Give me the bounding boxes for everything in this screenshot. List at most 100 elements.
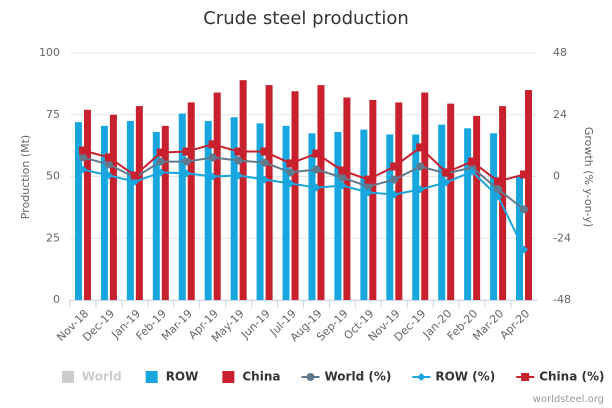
marker	[234, 171, 243, 180]
marker	[416, 185, 425, 194]
marker	[104, 171, 113, 180]
bar	[109, 114, 117, 300]
marker	[364, 188, 373, 197]
y-tick-label: 100	[39, 46, 60, 59]
marker	[312, 149, 321, 158]
line	[82, 156, 525, 211]
marker	[182, 169, 191, 178]
bar	[421, 92, 429, 301]
bar	[369, 99, 377, 301]
marker	[260, 175, 269, 184]
bar	[317, 85, 325, 300]
bar	[473, 115, 481, 300]
line	[82, 143, 525, 183]
source: worldsteel.org	[533, 394, 604, 405]
marker	[312, 165, 321, 174]
marker	[78, 146, 87, 155]
legend-label: China (%)	[539, 370, 604, 384]
marker	[286, 159, 295, 168]
marker	[286, 179, 295, 188]
marker	[104, 160, 113, 169]
bar	[213, 92, 221, 301]
bar	[74, 122, 82, 300]
bar	[360, 129, 368, 300]
marker	[520, 170, 529, 179]
marker	[182, 147, 191, 156]
marker	[494, 185, 503, 194]
marker	[442, 168, 451, 177]
bar	[256, 123, 264, 301]
legend-label: ROW	[166, 370, 199, 384]
marker	[78, 153, 87, 162]
bar	[464, 128, 472, 300]
marker	[520, 205, 529, 214]
bar	[343, 97, 351, 301]
x-tick-label: Jun-19	[238, 307, 273, 342]
marker	[130, 177, 139, 186]
marker	[521, 373, 530, 381]
marker	[260, 158, 269, 167]
bar	[386, 134, 394, 300]
marker	[306, 373, 315, 381]
legend-label: ROW (%)	[435, 370, 495, 384]
marker	[338, 166, 347, 175]
marker	[390, 175, 399, 184]
y2-tick-label: 24	[553, 108, 567, 121]
bar	[334, 132, 342, 300]
bar	[135, 106, 143, 300]
marker	[260, 147, 269, 156]
marker	[104, 153, 113, 162]
marker	[520, 245, 529, 254]
marker	[494, 177, 503, 186]
marker	[156, 148, 165, 157]
marker	[364, 175, 373, 184]
marker	[156, 157, 165, 166]
y2-tick-label: 48	[553, 46, 567, 59]
marker	[416, 162, 425, 171]
marker	[417, 373, 426, 381]
marker	[338, 181, 347, 190]
legend-swatch	[222, 371, 235, 383]
bar	[83, 109, 91, 300]
legend-label: China	[242, 370, 280, 384]
y2-tick-label: 0	[553, 170, 560, 183]
legend-label: World	[82, 370, 122, 384]
y2-tick-label: -24	[553, 231, 571, 244]
y-tick-label: 50	[46, 170, 60, 183]
marker	[234, 147, 243, 156]
marker	[338, 173, 347, 182]
bar	[187, 102, 195, 301]
bar	[412, 134, 420, 300]
marker	[208, 140, 217, 149]
bar	[265, 85, 273, 300]
marker	[468, 157, 477, 166]
marker	[234, 156, 243, 165]
x-tick-label: Apr-20	[497, 307, 532, 342]
bar	[152, 132, 160, 300]
y-axis-label: Production (Mt)	[19, 135, 32, 219]
marker	[312, 183, 321, 192]
legend-swatch	[145, 371, 158, 383]
bar	[438, 124, 446, 300]
bar	[490, 133, 498, 300]
bar	[447, 103, 455, 300]
line	[82, 168, 525, 251]
marker	[208, 172, 217, 181]
marker	[156, 168, 165, 177]
bar	[161, 125, 169, 301]
legend: World ROW China World (%) ROW (%) China (%)	[62, 370, 604, 384]
legend-label: World (%)	[324, 370, 391, 384]
marker	[208, 153, 217, 162]
bar	[204, 120, 212, 300]
legend-swatch	[62, 371, 74, 383]
marker	[182, 157, 191, 166]
y-tick-label: 75	[46, 108, 60, 121]
bar	[499, 106, 507, 300]
marker	[130, 171, 139, 180]
bar	[525, 90, 533, 300]
bar	[395, 102, 403, 301]
marker	[494, 192, 503, 201]
marker	[390, 190, 399, 199]
y-tick-label: 25	[46, 231, 60, 244]
